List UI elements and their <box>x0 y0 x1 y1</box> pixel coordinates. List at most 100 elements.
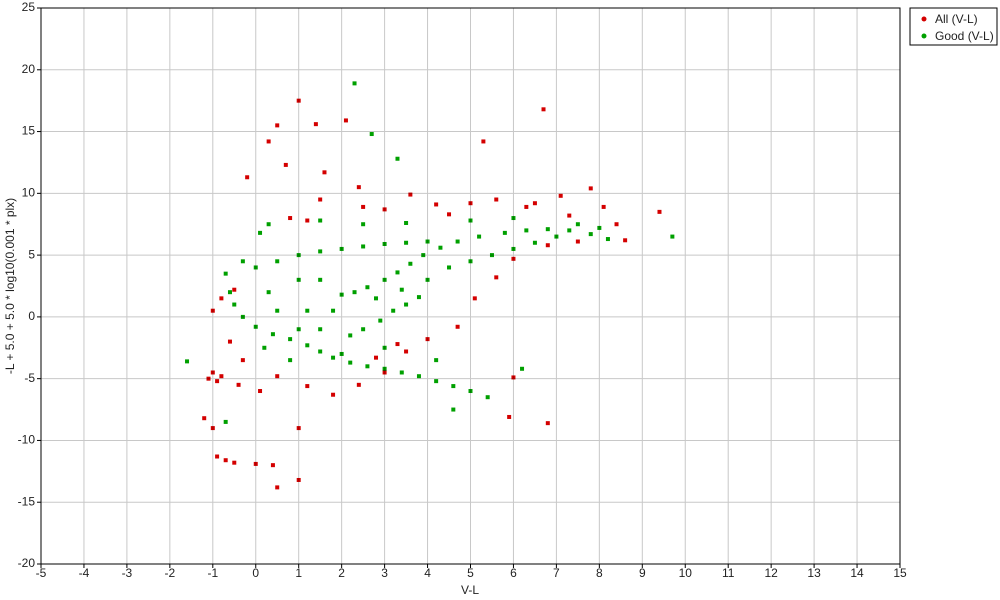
point <box>365 364 370 369</box>
point <box>210 426 215 431</box>
point <box>236 382 241 387</box>
point <box>404 302 409 307</box>
point <box>468 259 473 264</box>
point <box>554 234 559 239</box>
point <box>253 461 258 466</box>
point <box>601 204 606 209</box>
point <box>348 360 353 365</box>
point <box>185 359 190 364</box>
point <box>356 185 361 190</box>
point <box>382 207 387 212</box>
point <box>352 81 357 86</box>
point <box>382 366 387 371</box>
point <box>455 324 460 329</box>
y-tick-label: 25 <box>22 0 36 14</box>
point <box>296 426 301 431</box>
point <box>575 222 580 227</box>
point <box>404 220 409 225</box>
point <box>305 308 310 313</box>
x-tick-label: 1 <box>295 566 302 580</box>
point <box>524 228 529 233</box>
point <box>502 230 507 235</box>
x-tick-label: 5 <box>467 566 474 580</box>
point <box>305 384 310 389</box>
point <box>511 375 516 380</box>
x-tick-label: -3 <box>122 566 133 580</box>
x-tick-label: 4 <box>424 566 431 580</box>
point <box>408 192 413 197</box>
point <box>356 382 361 387</box>
point <box>532 201 537 206</box>
point <box>511 256 516 261</box>
point <box>374 296 379 301</box>
point <box>391 308 396 313</box>
point <box>305 343 310 348</box>
point <box>223 419 228 424</box>
point <box>318 277 323 282</box>
point <box>485 395 490 400</box>
point <box>361 204 366 209</box>
point <box>223 271 228 276</box>
point <box>227 339 232 344</box>
point <box>378 318 383 323</box>
point <box>507 414 512 419</box>
point <box>232 287 237 292</box>
point <box>240 358 245 363</box>
point <box>275 308 280 313</box>
point <box>451 407 456 412</box>
point <box>318 197 323 202</box>
point <box>313 122 318 127</box>
point <box>416 374 421 379</box>
x-tick-label: 9 <box>639 566 646 580</box>
point <box>455 239 460 244</box>
point <box>245 175 250 180</box>
point <box>481 139 486 144</box>
point <box>494 275 499 280</box>
point <box>605 237 610 242</box>
point <box>206 376 211 381</box>
point <box>331 308 336 313</box>
point <box>541 107 546 112</box>
point <box>404 240 409 245</box>
point <box>395 342 400 347</box>
point <box>361 327 366 332</box>
point <box>339 246 344 251</box>
point <box>489 253 494 258</box>
legend-label: Good (V-L) <box>935 29 994 43</box>
point <box>494 197 499 202</box>
x-tick-label: 15 <box>893 566 907 580</box>
point <box>232 302 237 307</box>
point <box>318 349 323 354</box>
point <box>240 314 245 319</box>
point <box>318 327 323 332</box>
point <box>623 238 628 243</box>
point <box>296 277 301 282</box>
point <box>266 290 271 295</box>
point <box>545 227 550 232</box>
point <box>545 421 550 426</box>
x-tick-label: 14 <box>850 566 864 580</box>
point <box>210 370 215 375</box>
point <box>468 201 473 206</box>
legend <box>909 7 998 46</box>
point <box>670 234 675 239</box>
point <box>331 392 336 397</box>
x-tick-label: 2 <box>338 566 345 580</box>
y-tick-label: 10 <box>22 186 36 200</box>
point <box>395 156 400 161</box>
point <box>339 292 344 297</box>
point <box>232 460 237 465</box>
point <box>511 216 516 221</box>
point <box>575 239 580 244</box>
point <box>657 209 662 214</box>
x-tick-label: 13 <box>807 566 821 580</box>
point <box>567 228 572 233</box>
point <box>227 290 232 295</box>
point <box>425 337 430 342</box>
point <box>477 234 482 239</box>
x-tick-label: 0 <box>252 566 259 580</box>
point <box>532 240 537 245</box>
point <box>219 374 224 379</box>
point <box>288 358 293 363</box>
point <box>382 277 387 282</box>
